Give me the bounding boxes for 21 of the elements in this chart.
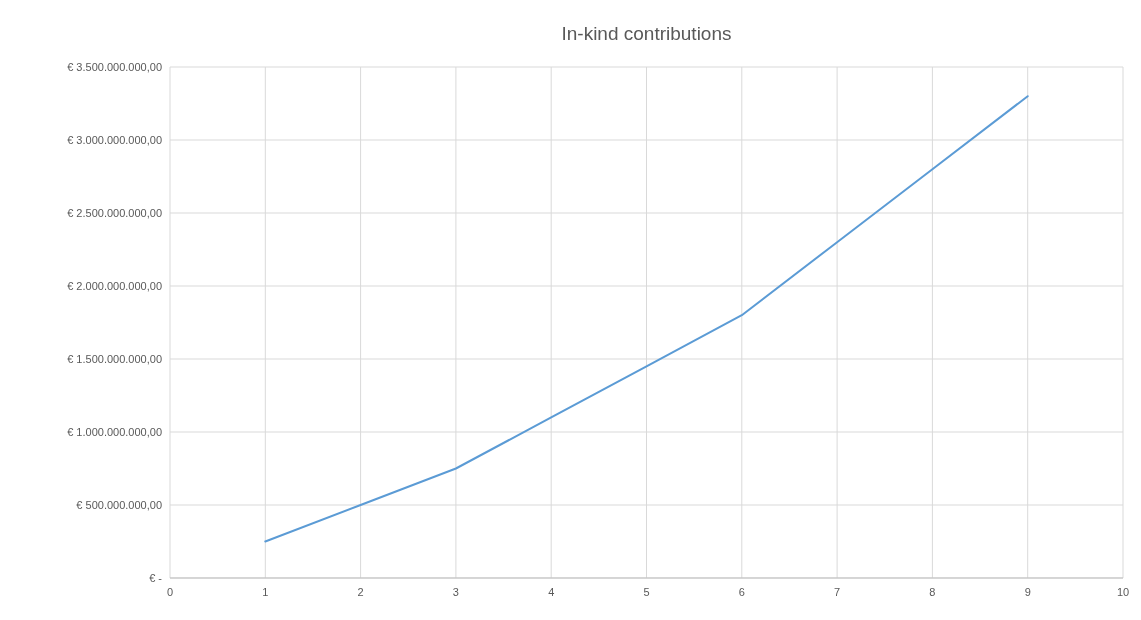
y-tick-label: € 3.000.000.000,00 [67, 134, 162, 146]
x-tick-label: 0 [166, 586, 174, 598]
y-tick-label: € 500.000.000,00 [76, 499, 162, 511]
y-tick-label: € 1.500.000.000,00 [67, 353, 162, 365]
x-tick-label: 9 [1024, 586, 1031, 598]
line-series [264, 95, 1029, 543]
x-tick-label: 10 [1116, 586, 1130, 598]
chart-title: In-kind contributions [561, 23, 732, 44]
y-tick-label: € 2.500.000.000,00 [67, 207, 162, 219]
y-tick-label: € 2.000.000.000,00 [67, 280, 162, 292]
y-tick-label: € - [149, 572, 163, 584]
x-tick-label: 3 [452, 586, 459, 598]
x-tick-label: 5 [643, 586, 650, 598]
x-tick-label: 7 [834, 586, 841, 598]
y-tick-label: € 3.500.000.000,00 [67, 61, 162, 73]
x-tick-label: 6 [738, 586, 745, 598]
x-tick-label: 4 [548, 586, 555, 598]
x-tick-label: 1 [262, 586, 269, 598]
x-tick-label: 2 [357, 586, 364, 598]
x-tick-label: 8 [929, 586, 936, 598]
y-tick-label: € 1.000.000.000,00 [67, 426, 162, 438]
